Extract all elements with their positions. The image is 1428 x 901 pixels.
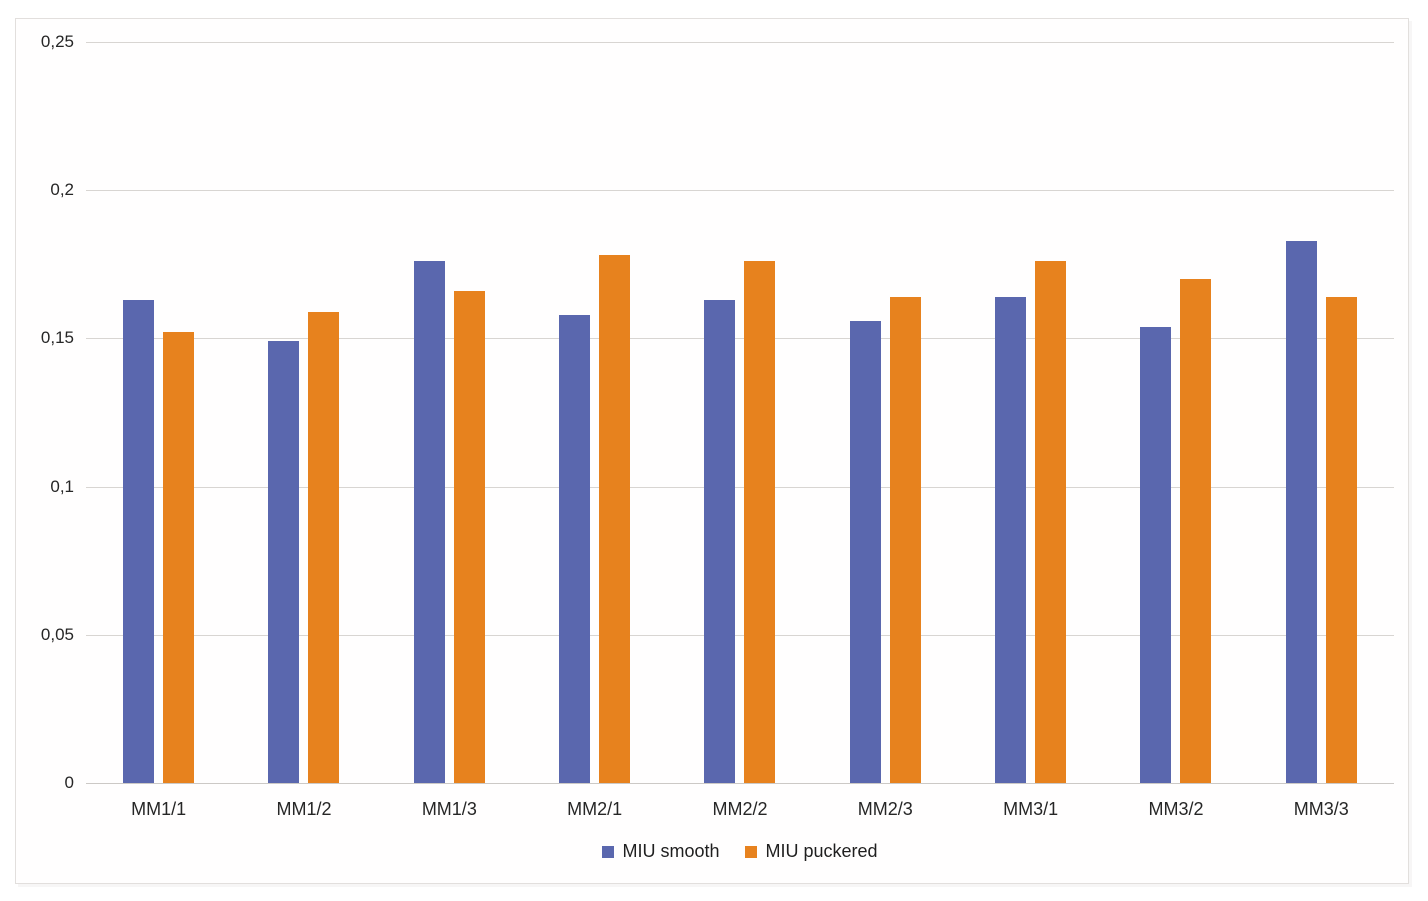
bar-miu-puckered — [308, 311, 340, 783]
gridline — [86, 338, 1394, 340]
bar-group — [377, 42, 522, 783]
bar-miu-puckered — [889, 296, 921, 783]
y-axis-tick-label: 0,2 — [50, 180, 74, 200]
bar-miu-puckered — [1035, 261, 1067, 783]
bar-group — [813, 42, 958, 783]
legend-label: MIU smooth — [622, 841, 720, 861]
legend-label: MIU puckered — [765, 841, 878, 861]
legend: MIU smooth MIU puckered — [86, 841, 1394, 862]
x-axis-label: MM2/2 — [712, 799, 768, 819]
bar-miu-smooth — [704, 299, 736, 783]
x-axis-label: MM3/2 — [1148, 799, 1204, 819]
gridline — [86, 486, 1394, 488]
bar-miu-smooth — [268, 341, 300, 783]
legend-swatch-miu-puckered — [745, 845, 758, 858]
legend-item: MIU puckered — [745, 841, 878, 862]
gridline — [86, 42, 1394, 43]
plot-area — [86, 42, 1394, 784]
x-axis-line — [86, 783, 1394, 784]
bar-miu-smooth — [849, 320, 881, 783]
bar-miu-smooth — [123, 299, 155, 783]
x-axis-label: MM1/3 — [421, 799, 477, 819]
legend-swatch-miu-smooth — [602, 845, 615, 858]
x-axis-label: MM2/3 — [857, 799, 913, 819]
bar-miu-smooth — [559, 314, 591, 783]
bar-miu-puckered — [1325, 296, 1357, 783]
x-axis-labels: MM1/1 MM1/2 MM1/3 MM2/1 MM2/2 MM2/3 MM3/1 MM3/2… — [86, 799, 1394, 820]
bar-group — [522, 42, 667, 783]
bar-group — [231, 42, 376, 783]
bar-miu-smooth — [995, 296, 1027, 783]
x-axis-label: MM1/2 — [276, 799, 332, 819]
bar-miu-puckered — [599, 255, 631, 783]
legend-item: MIU smooth — [602, 841, 719, 862]
bar-miu-puckered — [453, 290, 485, 783]
x-axis-label: MM2/1 — [567, 799, 623, 819]
bar-group — [1249, 42, 1394, 783]
x-axis-label: MM3/1 — [1003, 799, 1059, 819]
bar-miu-puckered — [1180, 279, 1212, 783]
bar-group — [958, 42, 1103, 783]
bar-group — [86, 42, 231, 783]
gridline — [86, 634, 1394, 636]
bar-group — [1103, 42, 1248, 783]
bar-miu-smooth — [1285, 240, 1317, 783]
bar-miu-puckered — [744, 261, 776, 783]
bar-miu-puckered — [163, 332, 195, 783]
y-axis-tick-label: 0 — [64, 773, 74, 792]
bar-chart: 0 0,05 0,1 0,15 0,2 0,25 MM1/1 MM1/2 MM1/3 MM2/1… — [15, 18, 1409, 884]
y-axis-tick-label: 0,1 — [50, 476, 74, 496]
gridline — [86, 190, 1394, 192]
y-axis-tick-label: 0,05 — [40, 624, 74, 644]
y-axis-tick-label: 0,15 — [40, 328, 74, 348]
bar-miu-smooth — [413, 261, 445, 783]
x-axis-label: MM1/1 — [131, 799, 187, 819]
bar-miu-smooth — [1140, 326, 1172, 783]
x-axis-label: MM3/3 — [1293, 799, 1349, 819]
bar-group — [667, 42, 812, 783]
y-axis-tick-label: 0,25 — [40, 32, 74, 51]
